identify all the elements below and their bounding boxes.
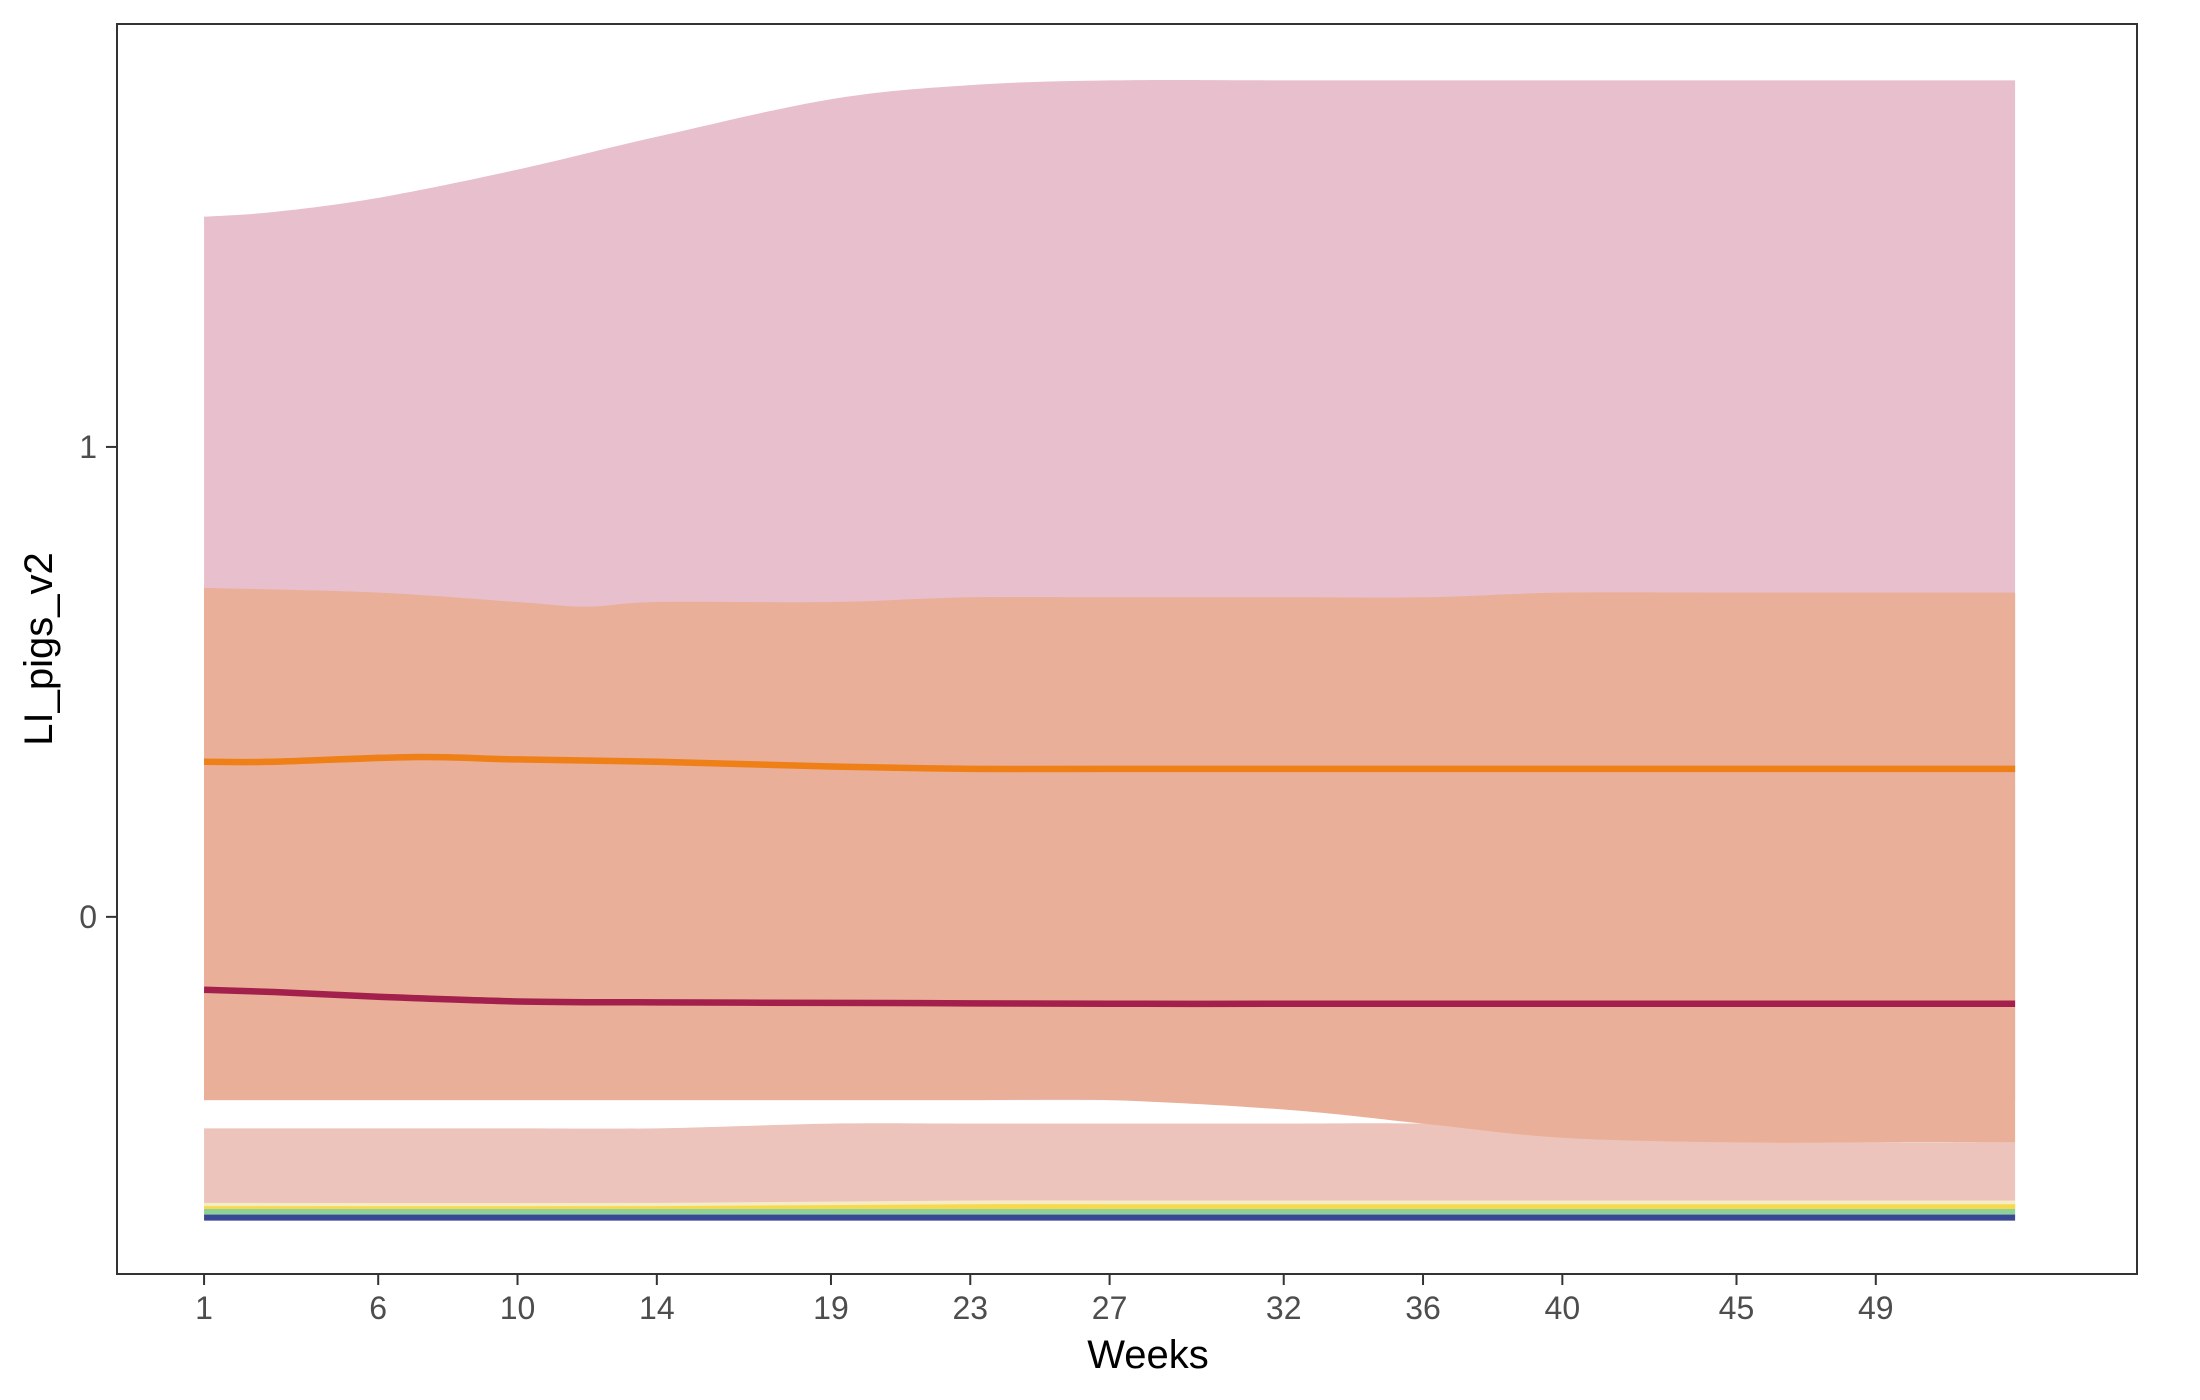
x-tick-label: 45 [1719, 1290, 1755, 1326]
y-tick-label: 1 [79, 429, 97, 465]
x-axis: 1 6 10 14 19 23 27 32 36 40 45 49 [195, 1274, 1894, 1326]
x-tick-label: 1 [195, 1290, 213, 1326]
x-tick-label: 10 [500, 1290, 536, 1326]
x-tick-label: 19 [813, 1290, 849, 1326]
series-line-4 [204, 1204, 2016, 1213]
x-axis-title: Weeks [1087, 1333, 1209, 1377]
x-tick-label: 36 [1405, 1290, 1441, 1326]
ribbon-2 [204, 1123, 2016, 1218]
x-tick-label: 14 [639, 1290, 675, 1326]
x-tick-label: 49 [1858, 1290, 1894, 1326]
plot-panel-border [116, 23, 2138, 1275]
y-tick-label: 0 [79, 899, 97, 935]
x-tick-label: 23 [952, 1290, 988, 1326]
ribbon-layer [204, 80, 2016, 1218]
series-layer [203, 753, 2016, 1221]
x-tick-label: 27 [1092, 1290, 1128, 1326]
x-tick-label: 40 [1545, 1290, 1581, 1326]
x-tick-label: 32 [1266, 1290, 1302, 1326]
series-line-1 [204, 753, 2016, 773]
series-line-3 [204, 1200, 2016, 1210]
ribbon-3 [204, 587, 2016, 1143]
y-axis: 01 [79, 429, 117, 935]
y-axis-title: LI_pigs_v2 [17, 552, 61, 745]
x-tick-label: 6 [369, 1290, 387, 1326]
series-line-2 [203, 986, 2016, 1008]
